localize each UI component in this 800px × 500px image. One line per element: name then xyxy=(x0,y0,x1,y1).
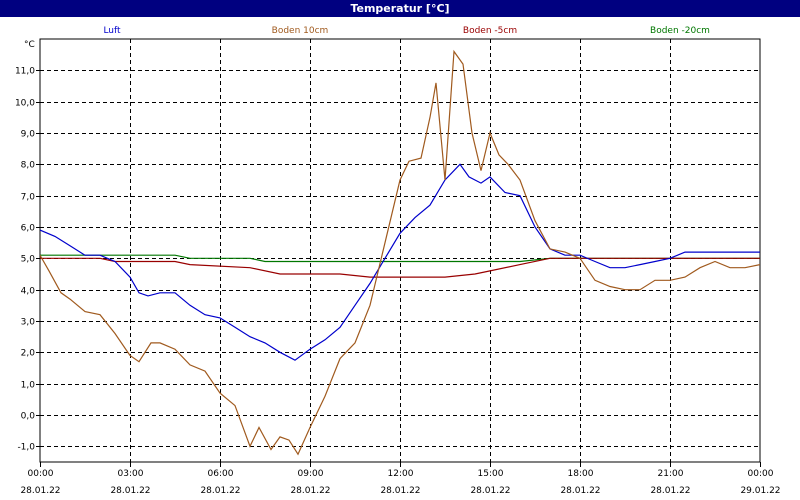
legend: Luft Boden 10cm Boden -5cm Boden -20cm xyxy=(103,26,710,36)
x-tick-date: 28.01.22 xyxy=(560,486,600,496)
legend-entry-boden-10cm: Boden 10cm xyxy=(272,26,329,36)
x-tick-time: 15:00 xyxy=(478,469,504,479)
legend-entry-boden-5cm: Boden -5cm xyxy=(463,26,517,36)
chart-title: Temperatur [°C] xyxy=(0,0,800,17)
y-tick-label: 8,0 xyxy=(21,161,36,171)
x-tick-date: 28.01.22 xyxy=(20,486,60,496)
legend-entry-boden-20cm: Boden -20cm xyxy=(650,26,710,36)
y-tick-label: 11,0 xyxy=(15,67,35,77)
series-group xyxy=(40,49,760,456)
y-tick-label: -1,0 xyxy=(17,443,35,453)
x-tick-date: 28.01.22 xyxy=(290,486,330,496)
axes: -1,0 0,0 1,0 2,0 3,0 4,0 5,0 6,0 7,0 8,0 9,0 10,0 11… xyxy=(15,67,781,497)
x-tick-time: 21:00 xyxy=(658,469,684,479)
grid xyxy=(40,39,760,462)
series-line-luft xyxy=(40,163,760,361)
x-tick-time: 00:00 xyxy=(748,469,774,479)
x-tick-time: 09:00 xyxy=(298,469,324,479)
x-tick-date: 28.01.22 xyxy=(200,486,240,496)
y-tick-label: 1,0 xyxy=(21,381,36,391)
y-tick-label: 0,0 xyxy=(21,412,36,422)
y-tick-label: 4,0 xyxy=(21,287,36,297)
x-tick-date: 28.01.22 xyxy=(650,486,690,496)
y-tick-label: 2,0 xyxy=(21,349,36,359)
series-line-boden-10cm xyxy=(40,49,760,456)
y-axis-unit: °C xyxy=(24,40,35,50)
x-tick-time: 03:00 xyxy=(118,469,144,479)
y-tick-label: 7,0 xyxy=(21,193,36,203)
series-line-boden-5cm xyxy=(40,257,760,278)
x-tick-time: 18:00 xyxy=(568,469,594,479)
y-tick-label: 3,0 xyxy=(21,318,36,328)
x-tick-date: 28.01.22 xyxy=(470,486,510,496)
legend-entry-luft: Luft xyxy=(103,26,121,36)
y-tick-label: 6,0 xyxy=(21,224,36,234)
x-tick-date: 29.01.22 xyxy=(740,486,780,496)
x-tick-time: 00:00 xyxy=(28,469,54,479)
x-tick-time: 12:00 xyxy=(388,469,414,479)
x-tick-date: 28.01.22 xyxy=(380,486,420,496)
x-tick-time: 06:00 xyxy=(208,469,234,479)
y-tick-label: 5,0 xyxy=(21,255,36,265)
y-tick-label: 9,0 xyxy=(21,130,36,140)
x-tick-date: 28.01.22 xyxy=(110,486,150,496)
y-tick-label: 10,0 xyxy=(15,99,35,109)
